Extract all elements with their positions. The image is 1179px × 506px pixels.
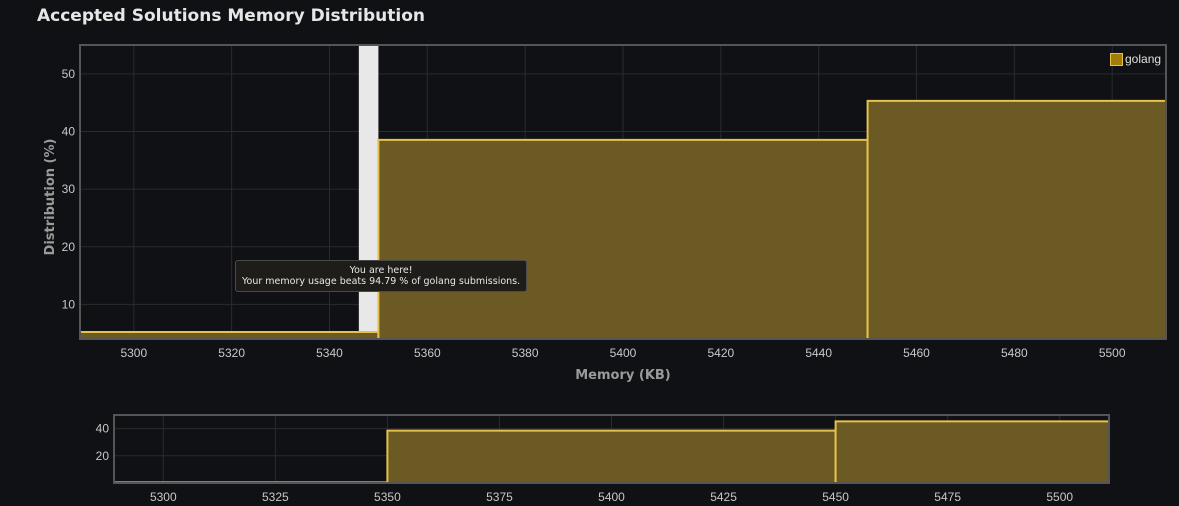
overview-x-tick-label: 5300 bbox=[150, 490, 177, 504]
overview-y-tick-label: 40 bbox=[96, 422, 110, 436]
overview-x-tick-label: 5375 bbox=[486, 490, 513, 504]
main-x-tick-label: 5440 bbox=[805, 346, 832, 360]
main-x-tick-label: 5480 bbox=[1001, 346, 1028, 360]
main-y-axis-label: Distribution (%) bbox=[43, 139, 58, 256]
main-x-tick-label: 5500 bbox=[1099, 346, 1126, 360]
main-x-tick-label: 5380 bbox=[512, 346, 539, 360]
main-x-tick-label: 5420 bbox=[707, 346, 734, 360]
main-x-tick-label: 5460 bbox=[903, 346, 930, 360]
main-bar-golang bbox=[80, 332, 379, 339]
main-x-tick-label: 5340 bbox=[316, 346, 343, 360]
main-y-tick-label: 50 bbox=[62, 67, 76, 81]
tooltip-detail: Your memory usage beats 94.79 % of golan… bbox=[242, 276, 521, 287]
overview-x-tick-label: 5500 bbox=[1046, 490, 1073, 504]
tooltip-title: You are here! bbox=[349, 265, 413, 276]
legend-label-golang: golang bbox=[1125, 52, 1162, 66]
overview-x-tick-label: 5425 bbox=[710, 490, 737, 504]
legend-swatch-golang bbox=[1110, 52, 1123, 66]
main-bar-golang bbox=[378, 139, 868, 339]
main-x-tick-label: 5400 bbox=[610, 346, 637, 360]
main-y-tick-label: 40 bbox=[62, 124, 76, 138]
main-x-tick-label: 5360 bbox=[414, 346, 441, 360]
overview-bar-golang bbox=[835, 421, 1109, 483]
main-x-axis-label: Memory (KB) bbox=[575, 368, 671, 383]
overview-x-tick-label: 5450 bbox=[822, 490, 849, 504]
overview-x-tick-label: 5325 bbox=[262, 490, 289, 504]
overview-x-tick-label: 5475 bbox=[934, 490, 961, 504]
main-your-position-highlight bbox=[358, 45, 379, 339]
overview-plot-frame bbox=[113, 414, 1110, 484]
main-y-tick-label: 10 bbox=[62, 297, 76, 311]
overview-x-tick-label: 5400 bbox=[598, 490, 625, 504]
legend[interactable]: golang bbox=[1110, 52, 1161, 66]
main-y-tick-label: 20 bbox=[62, 240, 76, 254]
chart-title: Accepted Solutions Memory Distribution bbox=[37, 6, 426, 26]
main-x-tick-label: 5300 bbox=[120, 346, 147, 360]
overview-bar-golang bbox=[387, 430, 836, 483]
main-y-tick-label: 30 bbox=[62, 182, 76, 196]
main-plot-frame bbox=[79, 44, 1167, 340]
overview-y-tick-label: 20 bbox=[96, 449, 110, 463]
you-are-here-tooltip: You are here! Your memory usage beats 94… bbox=[235, 260, 528, 292]
overview-x-tick-label: 5350 bbox=[374, 490, 401, 504]
main-x-tick-label: 5320 bbox=[218, 346, 245, 360]
main-bar-golang bbox=[867, 100, 1166, 339]
